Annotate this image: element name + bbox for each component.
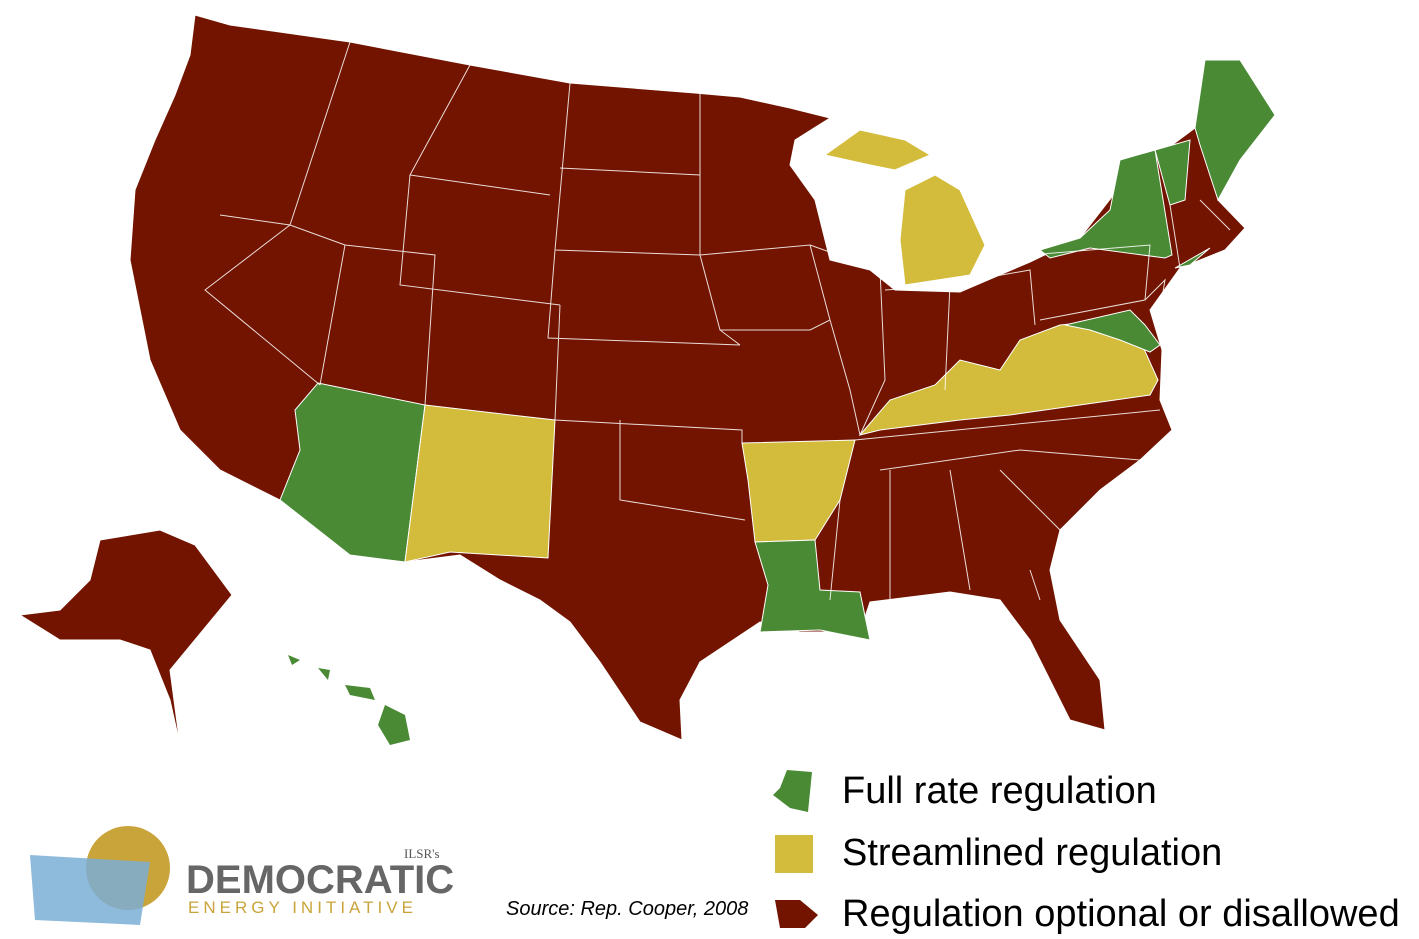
louisiana — [754, 539, 871, 641]
hawaii-islands — [288, 655, 375, 700]
alaska — [18, 529, 233, 746]
legend-label: Regulation optional or disallowed — [842, 893, 1400, 935]
new-mexico — [404, 404, 556, 563]
logo-name: DEMOCRATIC — [186, 858, 454, 902]
maine — [1194, 59, 1276, 202]
logo-panel — [30, 855, 150, 925]
logo: ILSR's DEMOCRATIC ENERGY INITIATIVE — [30, 826, 454, 925]
legend: Full rate regulation Streamlined regulat… — [773, 770, 1400, 935]
vermont — [1154, 139, 1191, 206]
logo-tagline: ENERGY INITIATIVE — [188, 898, 417, 917]
legend-label: Full rate regulation — [842, 770, 1157, 812]
legend-swatch — [775, 835, 813, 873]
hawaii-big-island — [378, 705, 410, 745]
hawaii — [288, 655, 410, 745]
state-borders — [204, 41, 1231, 605]
michigan — [823, 129, 986, 286]
legend-swatch — [773, 770, 812, 812]
legend-label: Streamlined regulation — [842, 832, 1222, 874]
arizona — [279, 382, 426, 563]
logo-badge: ILSR's — [404, 846, 440, 861]
source: Source: Rep. Cooper, 2008 — [506, 898, 748, 920]
legend-swatch — [775, 900, 818, 928]
new-york — [1038, 149, 1211, 269]
maryland — [1064, 309, 1161, 353]
us-map — [18, 14, 1276, 746]
